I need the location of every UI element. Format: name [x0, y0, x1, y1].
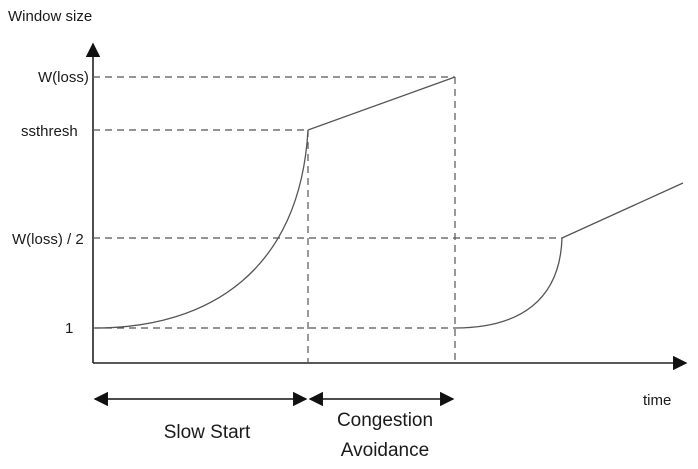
y-label-ssthresh: ssthresh — [21, 123, 78, 140]
y-axis-title: Window size — [8, 8, 92, 25]
congestion-avoidance-label-line1: Congestion — [337, 410, 433, 431]
slow-start-label: Slow Start — [164, 422, 251, 443]
x-axis-title: time — [643, 392, 671, 409]
y-label-one: 1 — [65, 320, 73, 337]
slow-start-curve — [94, 129, 309, 329]
y-label-w-loss: W(loss) — [38, 69, 89, 86]
second-congestion-avoidance-line — [561, 182, 684, 239]
y-label-w-loss-half: W(loss) / 2 — [12, 231, 84, 248]
congestion-avoidance-label-line2: Avoidance — [341, 440, 429, 461]
congestion-avoidance-line — [307, 76, 456, 131]
restart-curve — [454, 237, 563, 329]
